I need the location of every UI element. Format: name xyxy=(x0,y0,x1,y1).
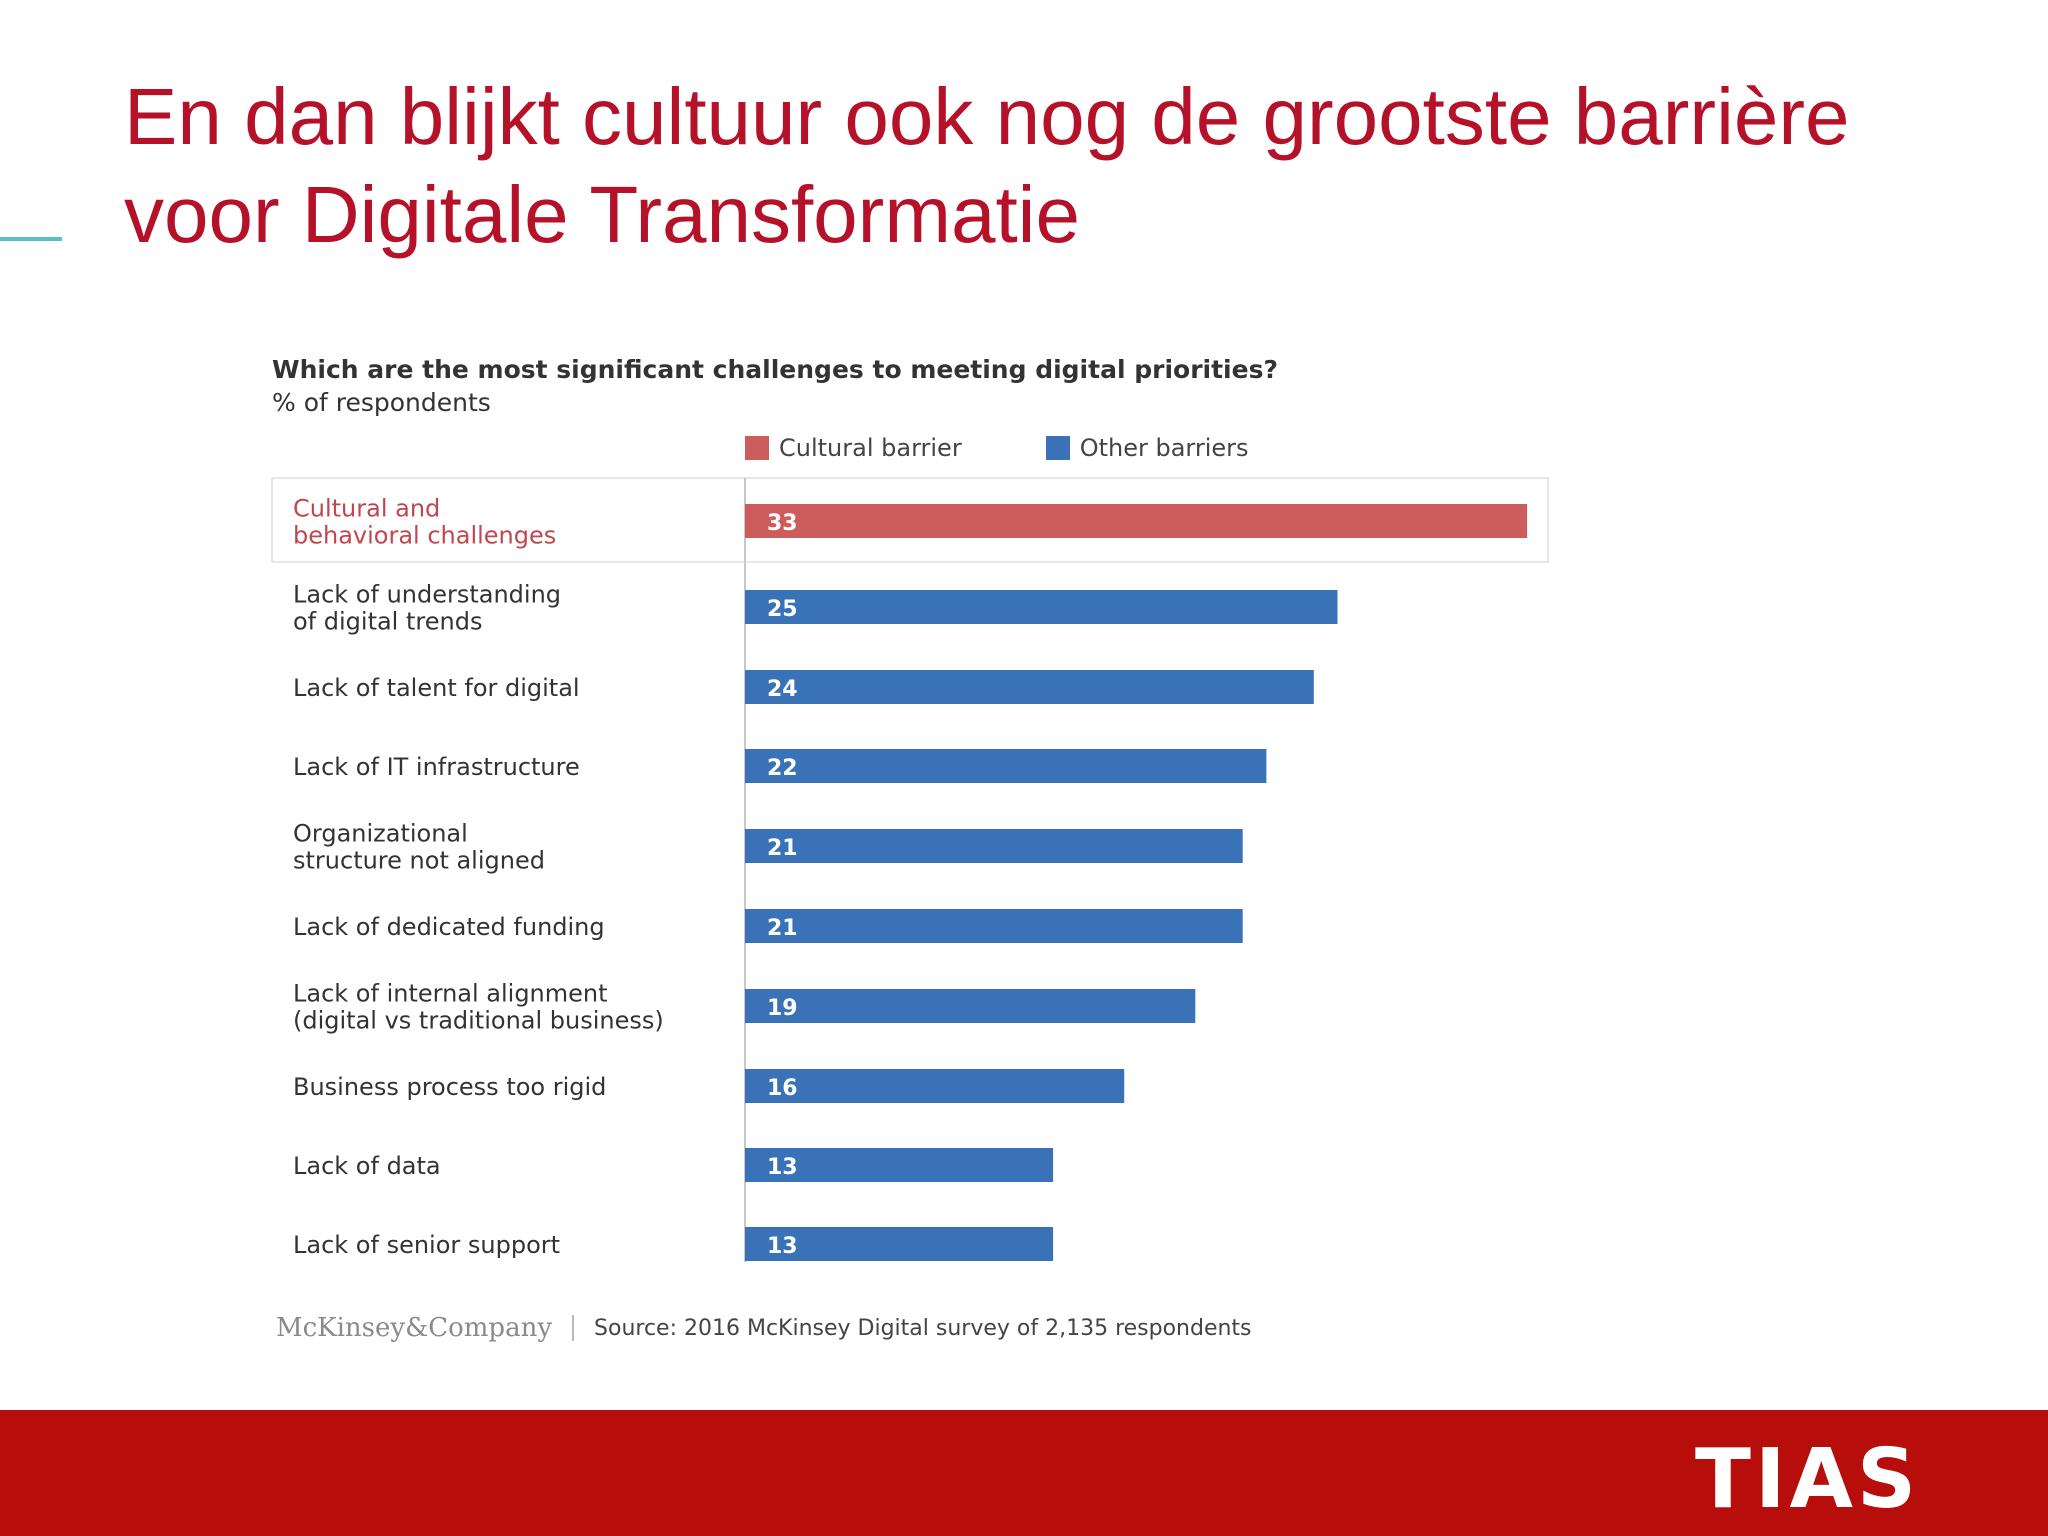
legend-label-other: Other barriers xyxy=(1079,434,1249,462)
category-label-8-line-1: Business process too rigid xyxy=(293,1073,606,1101)
category-label-5-line-1: Organizational xyxy=(293,820,468,848)
tias-logo: TIAS xyxy=(1695,1432,1920,1527)
value-label-9: 13 xyxy=(767,1155,798,1180)
legend-item-other: Other barriers xyxy=(1045,434,1249,462)
value-label-1: 33 xyxy=(767,511,798,536)
category-label-10-line-1: Lack of senior support xyxy=(293,1231,560,1259)
bar-6 xyxy=(745,909,1243,943)
value-label-10: 13 xyxy=(767,1234,798,1259)
value-label-5: 21 xyxy=(767,836,798,861)
footer-bar: TIAS xyxy=(0,1410,2048,1536)
bar-10 xyxy=(745,1227,1054,1261)
bar-9 xyxy=(745,1148,1054,1182)
value-label-2: 25 xyxy=(767,597,798,622)
bar-7 xyxy=(745,989,1196,1023)
source-text: Source: 2016 McKinsey Digital survey of … xyxy=(594,1315,1252,1341)
accent-line xyxy=(0,237,62,241)
bar-5 xyxy=(745,829,1243,863)
chart-title: Which are the most significant challenge… xyxy=(272,355,1278,384)
legend-label-cultural: Cultural barrier xyxy=(779,434,962,462)
category-label-9-line-1: Lack of data xyxy=(293,1152,441,1180)
bar-2 xyxy=(745,590,1338,624)
value-label-7: 19 xyxy=(767,996,798,1021)
mckinsey-logo: McKinsey&Company xyxy=(276,1313,553,1343)
highlight-box xyxy=(271,477,1549,563)
source-line: McKinsey&Company Source: 2016 McKinsey D… xyxy=(276,1312,1252,1344)
value-label-4: 22 xyxy=(767,756,798,781)
value-label-8: 16 xyxy=(767,1076,798,1101)
category-label-2-line-1: Lack of understanding xyxy=(293,581,561,609)
category-label-6-line-1: Lack of dedicated funding xyxy=(293,913,605,941)
category-label-7-line-2: (digital vs traditional business) xyxy=(293,1007,664,1035)
slide-title-line-2: voor Digitale Transformatie xyxy=(124,170,1080,259)
legend-swatch-cultural xyxy=(745,436,769,460)
category-label-2-line-2: of digital trends xyxy=(293,608,482,636)
category-label-3-line-1: Lack of talent for digital xyxy=(293,674,580,702)
value-label-3: 24 xyxy=(767,677,798,702)
category-label-4-line-1: Lack of IT infrastructure xyxy=(293,753,580,781)
category-label-1-line-2: behavioral challenges xyxy=(293,522,556,550)
category-label-1-line-1: Cultural and xyxy=(293,495,440,523)
chart-legend: Cultural barrier Other barriers xyxy=(745,432,1333,464)
category-label-7-line-1: Lack of internal alignment xyxy=(293,980,608,1008)
value-label-6: 21 xyxy=(767,916,798,941)
slide-title: En dan blijkt cultuur ook nog de grootst… xyxy=(124,68,2004,264)
category-label-5-line-2: structure not aligned xyxy=(293,847,545,875)
chart-subtitle: % of respondents xyxy=(272,388,491,417)
bar-8 xyxy=(745,1069,1125,1103)
slide-title-line-1: En dan blijkt cultuur ook nog de grootst… xyxy=(124,72,1850,161)
legend-swatch-other xyxy=(1045,436,1070,460)
legend-item-cultural: Cultural barrier xyxy=(745,434,962,462)
bar-4 xyxy=(745,749,1267,783)
bar-3 xyxy=(745,670,1314,704)
source-separator xyxy=(572,1315,575,1341)
bar-1 xyxy=(745,504,1528,538)
